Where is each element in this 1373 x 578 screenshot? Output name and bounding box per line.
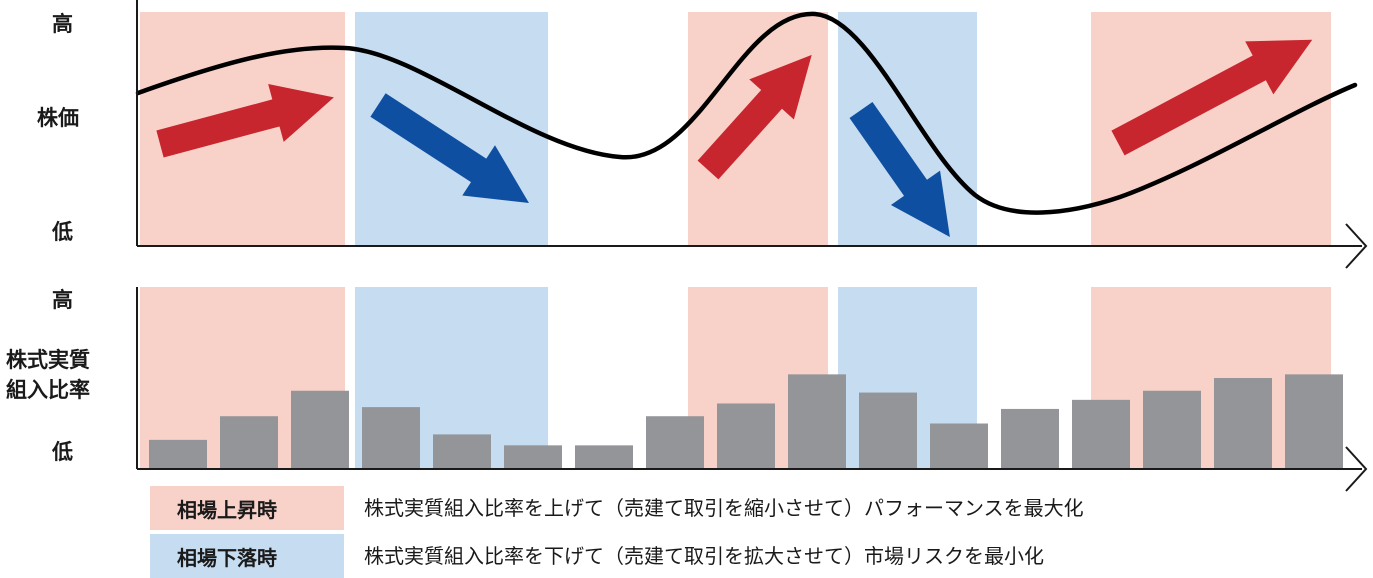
bottom-y-mid-label-line1: 株式実質 xyxy=(6,348,90,372)
top-axes xyxy=(136,0,1368,269)
allocation-bar-14 xyxy=(1072,399,1130,469)
allocation-bar-10 xyxy=(788,374,846,469)
bottom-y-high-label: 高 xyxy=(52,288,73,312)
legend-down-badge: 相場下落時 xyxy=(150,534,344,578)
allocation-bar-2 xyxy=(220,416,278,469)
allocation-bar-8 xyxy=(646,416,704,469)
legend-down-description: 株式実質組入比率を下げて（売建て取引を拡大させて）市場リスクを最小化 xyxy=(364,544,1044,568)
legend-up-description: 株式実質組入比率を上げて（売建て取引を縮小させて）パフォーマンスを最大化 xyxy=(364,496,1084,520)
allocation-bar-1 xyxy=(149,439,207,469)
up-arrow-2 xyxy=(697,54,812,180)
down-arrow-2 xyxy=(849,101,950,237)
allocation-bars xyxy=(149,374,1343,469)
bottom-axes xyxy=(136,287,1368,492)
allocation-bar-12 xyxy=(930,423,988,469)
allocation-bar-17 xyxy=(1285,374,1343,469)
allocation-bar-6 xyxy=(504,445,562,469)
legend-up-badge: 相場上昇時 xyxy=(150,486,344,530)
bottom-y-low-label: 低 xyxy=(52,440,73,464)
allocation-bar-5 xyxy=(433,434,491,469)
allocation-bar-9 xyxy=(717,403,775,469)
top-down-band-1 xyxy=(355,12,548,245)
legend-up-label: 相場上昇時 xyxy=(177,497,277,522)
up-arrow-3 xyxy=(1111,39,1313,156)
allocation-bar-3 xyxy=(291,390,349,469)
up-arrow-1 xyxy=(156,83,334,158)
allocation-bar-4 xyxy=(362,407,420,469)
legend-down-label: 相場下落時 xyxy=(177,545,277,570)
allocation-bar-13 xyxy=(1001,408,1059,469)
down-arrow-1 xyxy=(370,93,529,204)
top-y-low-label: 低 xyxy=(52,220,73,244)
stock-price-curve xyxy=(135,11,1358,215)
allocation-bar-15 xyxy=(1143,390,1201,469)
allocation-bar-11 xyxy=(859,392,917,469)
allocation-bar-16 xyxy=(1214,378,1272,469)
top-y-high-label: 高 xyxy=(52,12,73,36)
top-y-mid-label: 株価 xyxy=(37,106,79,130)
bottom-y-mid-label-line2: 組入比率 xyxy=(6,378,90,402)
allocation-bar-7 xyxy=(575,445,633,469)
